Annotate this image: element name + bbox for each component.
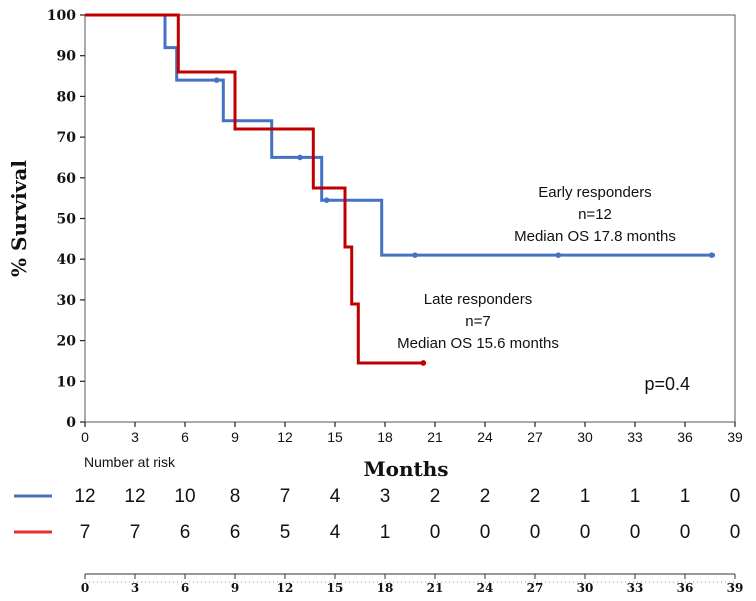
risk-axis-label: 21 — [427, 581, 444, 595]
risk-value: 8 — [230, 486, 241, 507]
risk-axis-label: 33 — [627, 581, 644, 595]
x-tick-label: 18 — [377, 429, 393, 445]
risk-value: 0 — [430, 522, 441, 543]
y-tick-label: 70 — [57, 130, 77, 146]
x-tick-label: 21 — [427, 429, 443, 445]
risk-axis-label: 12 — [277, 581, 294, 595]
risk-value: 7 — [130, 522, 141, 543]
annotations: Early responders n=12 Median OS 17.8 month… — [397, 184, 690, 394]
risk-axis-label: 30 — [577, 581, 594, 595]
risk-axis-label: 0 — [81, 581, 89, 595]
y-tick-label: 40 — [57, 252, 77, 268]
risk-value: 0 — [680, 522, 691, 543]
y-tick-label: 80 — [57, 89, 77, 105]
risk-value: 6 — [230, 522, 241, 543]
annotation-early-2: Median OS 17.8 months — [514, 228, 676, 245]
x-tick-label: 30 — [577, 429, 593, 445]
x-tick-label: 9 — [231, 429, 239, 445]
risk-axis-label: 24 — [477, 581, 494, 595]
annotation-late-1: n=7 — [465, 313, 490, 330]
x-tick-label: 27 — [527, 429, 543, 445]
risk-axis-label: 18 — [377, 581, 394, 595]
risk-axis-label: 27 — [527, 581, 544, 595]
risk-axis-label: 9 — [231, 581, 239, 595]
risk-table-title: Number at risk — [84, 454, 176, 470]
risk-value: 2 — [430, 486, 441, 507]
series-line-early — [85, 13, 715, 257]
y-tick-label: 20 — [57, 334, 77, 350]
x-tick-label: 3 — [131, 429, 139, 445]
risk-value: 12 — [74, 486, 95, 507]
plot-border — [84, 14, 736, 423]
censor-mark — [708, 252, 715, 258]
x-axis-title: Months — [363, 457, 448, 481]
risk-value: 2 — [530, 486, 541, 507]
risk-value: 1 — [580, 486, 591, 507]
y-tick-label: 60 — [57, 171, 77, 187]
y-tick-label: 50 — [57, 212, 77, 228]
censor-mark — [555, 252, 562, 258]
x-tick-label: 33 — [627, 429, 643, 445]
risk-value: 4 — [330, 522, 341, 543]
risk-value: 7 — [280, 486, 291, 507]
survival-curves — [85, 13, 715, 366]
risk-value: 6 — [180, 522, 191, 543]
censor-mark — [213, 77, 220, 83]
risk-value: 12 — [124, 486, 145, 507]
risk-value: 3 — [380, 486, 391, 507]
risk-value: 1 — [380, 522, 391, 543]
risk-value: 0 — [630, 522, 641, 543]
y-tick-label: 100 — [47, 8, 76, 24]
x-tick-label: 39 — [727, 429, 743, 445]
plot-frame — [84, 14, 736, 423]
risk-axis-label: 15 — [327, 581, 344, 595]
censor-mark — [323, 197, 330, 203]
risk-value: 4 — [330, 486, 341, 507]
x-tick-label: 15 — [327, 429, 343, 445]
risk-axis-label: 36 — [677, 581, 694, 595]
risk-value: 0 — [730, 522, 741, 543]
risk-value: 2 — [480, 486, 491, 507]
risk-axis-label: 3 — [131, 581, 139, 595]
y-tick-label: 10 — [57, 374, 77, 390]
censor-mark — [412, 252, 418, 258]
risk-value: 1 — [680, 486, 691, 507]
annotation-early-1: n=12 — [578, 206, 612, 223]
risk-value: 1 — [630, 486, 641, 507]
censor-mark — [420, 360, 427, 366]
risk-axis-label: 39 — [727, 581, 744, 595]
annotation-late-0: Late responders — [424, 291, 532, 308]
y-tick-label: 30 — [57, 293, 77, 309]
x-tick-label: 24 — [477, 429, 493, 445]
risk-value: 7 — [80, 522, 91, 543]
risk-value: 10 — [174, 486, 195, 507]
risk-value: 0 — [580, 522, 591, 543]
y-tick-label: 0 — [66, 415, 76, 431]
risk-value: 0 — [530, 522, 541, 543]
annotation-early-0: Early responders — [538, 184, 651, 201]
risk-value: 0 — [480, 522, 491, 543]
y-axis-title: % Survival — [7, 160, 31, 277]
series-line-late — [85, 13, 424, 365]
risk-axis-label: 6 — [181, 581, 189, 595]
annotation-late-2: Median OS 15.6 months — [397, 335, 559, 352]
risk-value: 0 — [730, 486, 741, 507]
p-value: p=0.4 — [644, 374, 690, 394]
y-tick-label: 90 — [57, 49, 77, 65]
x-tick-label: 0 — [81, 429, 89, 445]
x-tick-label: 12 — [277, 429, 293, 445]
censor-mark — [297, 154, 303, 161]
risk-value: 5 — [280, 522, 291, 543]
x-tick-label: 36 — [677, 429, 693, 445]
x-tick-label: 6 — [181, 429, 189, 445]
